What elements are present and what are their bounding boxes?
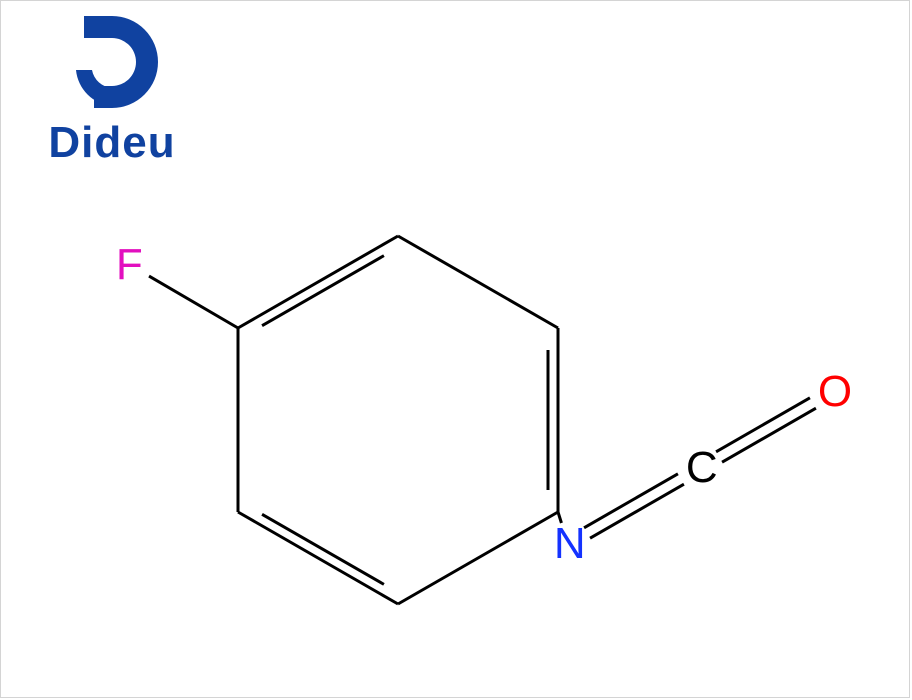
molecule-diagram	[0, 0, 912, 700]
atom-label-f: F	[116, 243, 143, 287]
atom-label-n: N	[554, 522, 586, 566]
bond-layer	[149, 236, 816, 604]
atom-label-o: O	[818, 370, 852, 414]
atom-label-c: C	[686, 446, 718, 490]
